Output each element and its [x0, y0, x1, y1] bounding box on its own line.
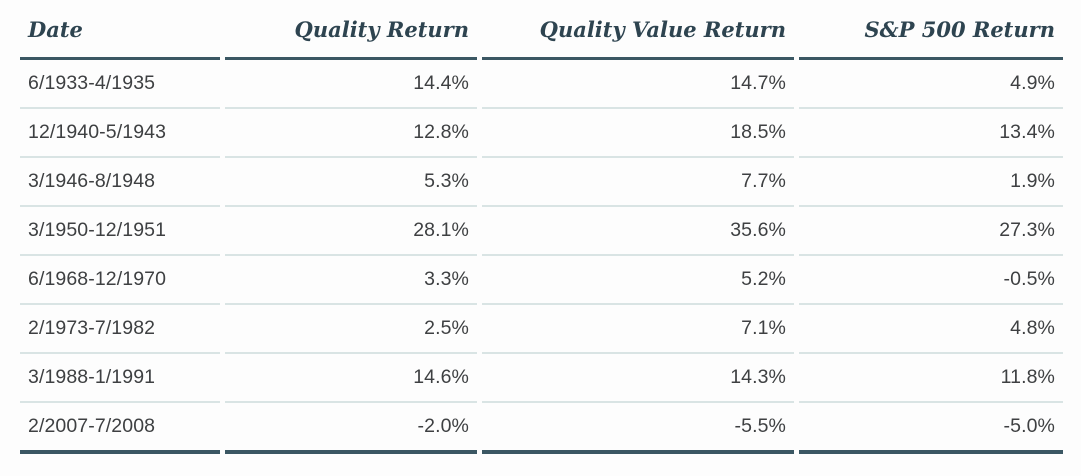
return-value-cell: 18.5%	[482, 109, 794, 158]
return-value-cell: 35.6%	[482, 207, 794, 256]
return-value-cell: -0.5%	[799, 256, 1063, 305]
return-value-cell: 28.1%	[225, 207, 477, 256]
return-value-cell: 11.8%	[799, 354, 1063, 403]
return-value-cell: -5.5%	[482, 403, 794, 454]
return-value-cell: 7.1%	[482, 305, 794, 354]
return-value-cell: 14.7%	[482, 60, 794, 109]
table-row: 6/1968-12/1970 3.3% 5.2% -0.5%	[20, 256, 1063, 305]
date-cell: 3/1946-8/1948	[20, 158, 220, 207]
table-row: 2/1973-7/1982 2.5% 7.1% 4.8%	[20, 305, 1063, 354]
return-value-cell: 2.5%	[225, 305, 477, 354]
column-header-sp500-return: S&P 500 Return	[799, 6, 1063, 60]
table-body: 6/1933-4/1935 14.4% 14.7% 4.9% 12/1940-5/194…	[20, 60, 1063, 454]
table-header: Date Quality Return Quality Value Return…	[20, 6, 1063, 60]
header-row: Date Quality Return Quality Value Return…	[20, 6, 1063, 60]
return-value-cell: 27.3%	[799, 207, 1063, 256]
date-cell: 3/1988-1/1991	[20, 354, 220, 403]
table-row: 6/1933-4/1935 14.4% 14.7% 4.9%	[20, 60, 1063, 109]
returns-table-container: Date Quality Return Quality Value Return…	[15, 6, 1068, 454]
table-row: 3/1950-12/1951 28.1% 35.6% 27.3%	[20, 207, 1063, 256]
column-header-date: Date	[20, 6, 220, 60]
column-header-quality-value-return: Quality Value Return	[482, 6, 794, 60]
table-row: 3/1988-1/1991 14.6% 14.3% 11.8%	[20, 354, 1063, 403]
return-value-cell: 14.6%	[225, 354, 477, 403]
return-value-cell: -2.0%	[225, 403, 477, 454]
return-value-cell: 14.4%	[225, 60, 477, 109]
return-value-cell: 5.3%	[225, 158, 477, 207]
table-row: 3/1946-8/1948 5.3% 7.7% 1.9%	[20, 158, 1063, 207]
return-value-cell: 5.2%	[482, 256, 794, 305]
return-value-cell: 4.8%	[799, 305, 1063, 354]
return-value-cell: 13.4%	[799, 109, 1063, 158]
table-row: 12/1940-5/1943 12.8% 18.5% 13.4%	[20, 109, 1063, 158]
return-value-cell: 12.8%	[225, 109, 477, 158]
date-cell: 2/2007-7/2008	[20, 403, 220, 454]
return-value-cell: 1.9%	[799, 158, 1063, 207]
table-row: 2/2007-7/2008 -2.0% -5.5% -5.0%	[20, 403, 1063, 454]
date-cell: 12/1940-5/1943	[20, 109, 220, 158]
date-cell: 2/1973-7/1982	[20, 305, 220, 354]
date-cell: 6/1933-4/1935	[20, 60, 220, 109]
return-value-cell: -5.0%	[799, 403, 1063, 454]
date-cell: 3/1950-12/1951	[20, 207, 220, 256]
return-value-cell: 4.9%	[799, 60, 1063, 109]
return-value-cell: 14.3%	[482, 354, 794, 403]
date-cell: 6/1968-12/1970	[20, 256, 220, 305]
return-value-cell: 3.3%	[225, 256, 477, 305]
returns-table: Date Quality Return Quality Value Return…	[15, 6, 1068, 454]
return-value-cell: 7.7%	[482, 158, 794, 207]
column-header-quality-return: Quality Return	[225, 6, 477, 60]
